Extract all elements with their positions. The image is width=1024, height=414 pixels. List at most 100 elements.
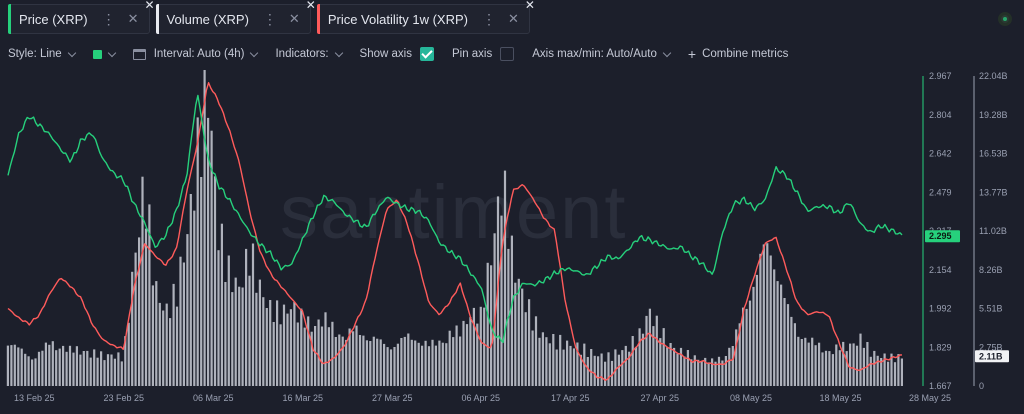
volume-bar [138,237,141,386]
price-line [7,94,903,344]
volume-bar [383,343,386,386]
tab-remove-icon[interactable]: ✕ [288,11,300,26]
volume-bar [58,348,61,386]
price-color-stripe [8,4,11,34]
style-dropdown[interactable]: Style: Line [8,48,76,60]
volume-bar [700,361,703,386]
volume-bar [314,326,317,386]
pin-axis-toggle[interactable]: Pin axis [451,47,515,61]
chevron-down-icon [67,48,76,57]
volume-bar [666,347,669,386]
volume-bar [210,130,213,386]
volume-bar [327,327,330,386]
volatility-line [7,81,903,381]
volume-bar [44,342,47,386]
volume-bar [334,337,337,386]
volume-bar [96,357,99,386]
tab-menu-icon[interactable]: ⋮ [262,10,277,27]
volume-bar [272,322,275,386]
tab-menu-icon[interactable]: ⋮ [481,10,496,27]
axis-minmax-dropdown[interactable]: Axis max/min: Auto/Auto [532,48,672,60]
checkbox-checked-icon[interactable] [419,47,434,61]
volume-bar [82,351,85,386]
volume-bar [586,357,589,386]
volume-bar [849,343,852,386]
price-axis-tick: 2.967 [929,71,952,81]
volume-bar [659,338,662,386]
x-axis-tick: 16 Mar 25 [283,393,324,403]
volume-bar [517,278,520,386]
volume-bar [269,300,272,386]
volume-bar [438,340,441,386]
volume-bar [766,243,769,386]
volume-axis-tick: 0 [979,381,984,391]
volume-bar [369,341,372,386]
volume-bar [17,347,20,386]
volume-bar [866,342,869,386]
metric-tabs: Price (XRP) ⋮ ✕ ✕ Volume (XRP) ⋮ ✕ ✕ Pri… [8,0,535,34]
volume-bar [748,300,752,386]
volume-bar [186,234,189,386]
volume-bar [207,117,210,387]
volume-bar [711,358,714,386]
volume-bar [852,343,855,386]
tab-remove-icon[interactable]: ✕ [127,11,139,26]
tab-volume[interactable]: Volume (XRP) ⋮ ✕ ✕ [155,0,316,34]
volume-bar [576,342,579,386]
price-volume-chart[interactable]: santiment 2.9672.8042.6422.4792.3172.154… [0,70,1024,414]
volume-bar [873,350,876,386]
checkbox-empty-icon[interactable] [500,47,515,61]
pin-axis-label: Pin axis [451,48,493,60]
volume-bar [821,352,824,386]
current-volume-badge [975,350,1009,363]
volume-bar [528,299,531,386]
volume-axis-tick: 22.04B [979,71,1008,81]
volume-bar [514,282,517,386]
volume-bar [68,345,72,386]
volume-bar [628,351,631,386]
tab-menu-icon[interactable]: ⋮ [101,10,116,27]
volume-bar [686,350,689,386]
volume-bar [835,344,838,386]
volume-axis-tick: 2.75B [979,342,1003,352]
tab-volatility-label: Price Volatility 1w (XRP) [327,11,468,27]
volume-bar [624,345,627,386]
interval-label: Interval: Auto (4h) [153,48,245,60]
x-axis-tick: 06 Apr 25 [462,393,501,403]
current-volume-label: 2.11B [979,351,1003,361]
volume-bar [811,337,814,386]
volume-bar [117,352,120,386]
price-axis-tick: 2.642 [929,149,952,159]
interval-dropdown[interactable]: Interval: Auto (4h) [132,48,259,60]
volume-bar [548,343,551,386]
volume-bar [773,269,776,386]
volume-bar [845,351,848,386]
show-axis-toggle[interactable]: Show axis [360,47,434,61]
x-axis-tick: 27 Mar 25 [372,393,413,403]
volume-bar [735,329,738,386]
volume-bar [541,332,544,386]
volume-bar [245,248,248,386]
volume-bar [248,275,251,386]
volume-bar [555,349,558,386]
volume-bar [590,349,593,386]
close-icon[interactable]: ✕ [305,0,316,12]
volume-bar [797,336,800,386]
volume-bar [597,356,600,386]
volume-bar [200,177,203,386]
tab-price[interactable]: Price (XRP) ⋮ ✕ ✕ [8,0,155,34]
volume-bar [62,345,65,386]
color-picker[interactable] [92,48,116,59]
close-icon[interactable]: ✕ [524,0,535,12]
tab-remove-icon[interactable]: ✕ [507,11,519,26]
price-axis-tick: 2.804 [929,110,952,120]
indicators-dropdown[interactable]: Indicators: [275,48,343,60]
tab-volatility[interactable]: Price Volatility 1w (XRP) ⋮ ✕ ✕ [316,0,535,34]
volume-bar [365,340,368,386]
volume-bar [431,339,434,386]
volume-bar [131,271,134,386]
combine-metrics-button[interactable]: + Combine metrics [688,46,788,62]
close-icon[interactable]: ✕ [144,0,155,12]
volume-bar [324,312,327,386]
volume-bar [372,336,375,386]
